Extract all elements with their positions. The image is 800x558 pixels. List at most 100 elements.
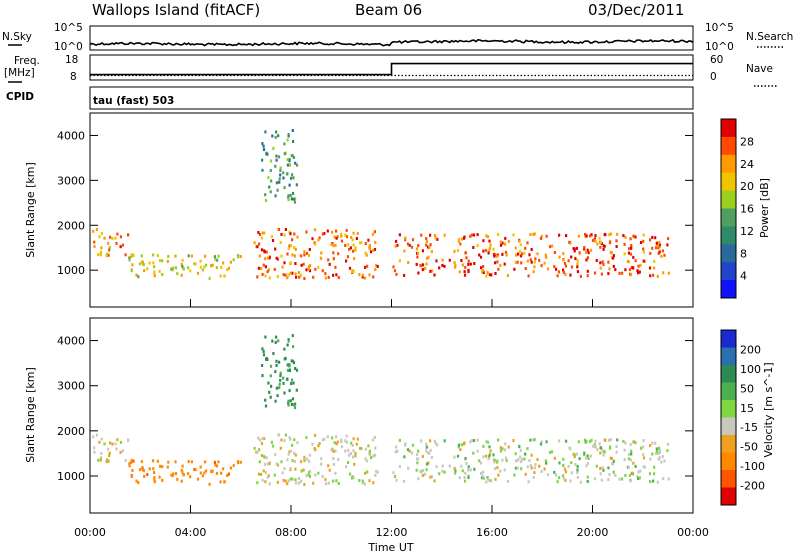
velocity-cell [655, 447, 658, 451]
velocity-cell [630, 452, 633, 456]
power-cell [454, 263, 457, 267]
velocity-cell [612, 470, 615, 474]
velocity-cell [331, 436, 334, 440]
power-cell [327, 258, 330, 262]
velocity-cell [268, 390, 271, 394]
power-cell [156, 254, 159, 257]
velocity-cell [276, 463, 280, 467]
velocity-cell [482, 444, 485, 448]
velocity-cell [504, 448, 507, 452]
power-cell [429, 269, 432, 273]
power-cell [239, 255, 242, 258]
velocity-cell [266, 475, 269, 479]
velocity-cell [303, 455, 306, 459]
power-cell [649, 274, 652, 278]
velocity-cell [526, 447, 529, 451]
velocity-cell [261, 437, 264, 441]
velocity-cell [499, 469, 502, 473]
velocity-cell [607, 438, 611, 442]
power-cell [441, 263, 444, 267]
velocity-cell [481, 474, 484, 478]
power-cell [284, 228, 287, 231]
velocity-cell [93, 446, 96, 450]
velocity-cell [496, 460, 499, 464]
velocity-cell [496, 466, 499, 470]
power-cell [288, 159, 291, 163]
power-cell [586, 248, 589, 252]
velocity-cell [287, 339, 290, 343]
velocity-cell [297, 476, 300, 480]
power-cell [596, 242, 599, 246]
velocity-cell [497, 473, 500, 477]
power-cell [562, 258, 565, 262]
power-cell [584, 232, 587, 236]
velocity-cell [429, 439, 432, 443]
power-cell [499, 263, 502, 267]
velocity-cell [204, 460, 207, 464]
power-cell [260, 248, 264, 252]
velocity-cell [463, 475, 466, 479]
velocity-cell [300, 479, 303, 483]
power-cell [332, 257, 335, 261]
velocity-cell [105, 460, 108, 464]
velocity-cell [305, 436, 308, 440]
power-cell [574, 257, 577, 261]
velocity-cell [344, 439, 347, 443]
power-cell [472, 246, 475, 249]
velocity-cell [476, 438, 479, 442]
power-cell [287, 196, 290, 200]
velocity-cell [598, 442, 601, 446]
power-cell [534, 257, 537, 261]
velocity-cell [497, 438, 500, 442]
velocity-cell [523, 457, 526, 461]
velocity-cell [352, 437, 355, 441]
power-cell [272, 146, 275, 150]
power-colorbar-swatch [721, 190, 736, 209]
power-cell [593, 271, 597, 275]
power-cell [284, 273, 287, 277]
power-cell [456, 249, 460, 252]
power-cell [295, 183, 298, 187]
velocity-cell [307, 459, 311, 463]
power-cell [346, 255, 350, 259]
power-cell [146, 267, 149, 271]
velocity-cell [291, 334, 294, 338]
velocity-cell [286, 363, 289, 367]
power-cell [201, 268, 204, 272]
power-cell [472, 233, 476, 237]
velocity-cell [368, 449, 371, 453]
time-tick-label: 00:00 [74, 526, 106, 539]
power-cell [100, 246, 103, 250]
velocity-cell [562, 476, 565, 480]
power-cell [562, 252, 565, 256]
power-cell [426, 256, 429, 260]
velocity-cell [130, 458, 133, 462]
power-cell [660, 254, 663, 258]
velocity-cell [374, 473, 377, 477]
velocity-cell [527, 480, 530, 484]
power-cell [639, 263, 642, 267]
velocity-cell [135, 479, 138, 483]
velocity-cell [286, 377, 289, 381]
power-cell [523, 251, 526, 255]
velocity-cell [415, 468, 418, 472]
power-cell [470, 233, 473, 237]
power-cell [576, 265, 579, 269]
power-cell [132, 253, 135, 257]
velocity-cell [420, 469, 423, 473]
velocity-cell [271, 339, 274, 343]
power-cell [530, 248, 533, 251]
power-cell [419, 264, 422, 268]
cpid-label: CPID [6, 91, 34, 103]
power-cell [148, 261, 151, 265]
velocity-colorbar-tick: 100 [740, 363, 761, 376]
velocity-cell [265, 356, 268, 360]
velocity-cell [631, 471, 634, 475]
velocity-cell [488, 452, 492, 456]
velocity-cell [479, 461, 483, 465]
power-cell [543, 261, 546, 265]
power-cell [266, 256, 269, 260]
power-cell [489, 243, 492, 247]
power-cell [497, 232, 500, 236]
power-cell [337, 252, 340, 256]
